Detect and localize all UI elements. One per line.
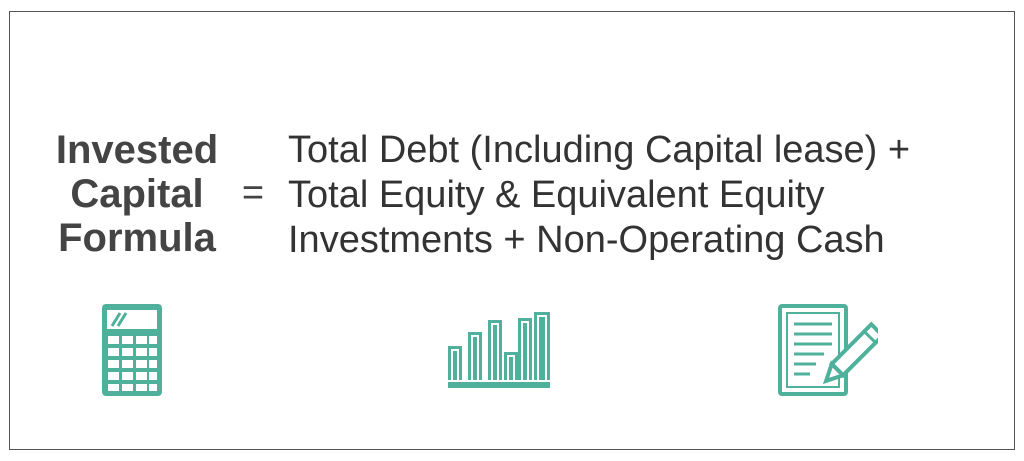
formula-expression-line: Total Equity & Equivalent Equity xyxy=(288,174,825,216)
equals-sign: = xyxy=(241,172,265,214)
formula-expression-line: Total Debt (Including Capital lease) + xyxy=(288,129,911,171)
calculator-icon xyxy=(102,304,162,396)
document-pencil-icon xyxy=(778,304,878,396)
formula-name: Invested Capital Formula xyxy=(32,128,242,260)
formula-expression-line: Investments + Non-Operating Cash xyxy=(288,219,885,261)
formula-name-line: Formula xyxy=(58,216,216,260)
formula-name-line: Capital xyxy=(70,172,204,216)
formula-name-line: Invested xyxy=(55,128,219,172)
bar-chart-icon xyxy=(446,312,552,388)
formula-expression: Total Debt (Including Capital lease) + T… xyxy=(288,128,910,263)
